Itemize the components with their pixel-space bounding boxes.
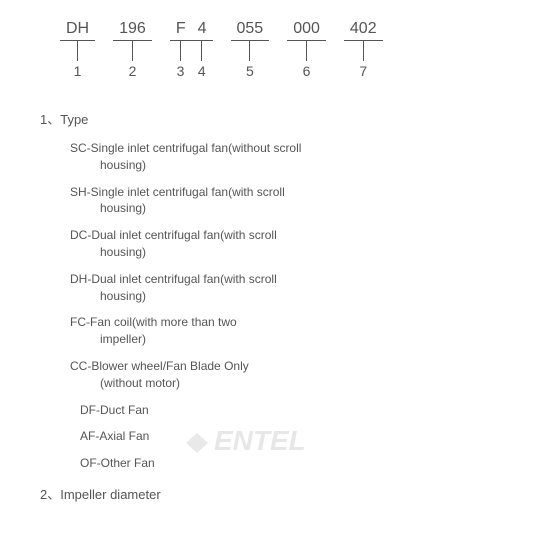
- ref-number: 1: [74, 63, 82, 79]
- code-text: 4: [192, 20, 213, 40]
- definition-item: DF-Duct Fan: [80, 402, 511, 419]
- code-segment-6: 000 6: [287, 20, 326, 79]
- def-line1: AF-Axial Fan: [80, 428, 511, 445]
- connector-line: [363, 41, 364, 61]
- definition-item: AF-Axial Fan: [80, 428, 511, 445]
- code-text: F: [170, 20, 192, 40]
- def-line2: (without motor): [100, 375, 511, 392]
- connector-line: [132, 41, 133, 61]
- def-line1: SH-Single inlet centrifugal fan(with scr…: [70, 184, 511, 201]
- code-breakdown-row: DH 1 196 2 F 4 3 4 055 5 000: [60, 20, 511, 79]
- connector-line: [77, 41, 78, 61]
- connector-line: [306, 41, 307, 61]
- def-line2: housing): [100, 200, 511, 217]
- definition-item: SC-Single inlet centrifugal fan(without …: [70, 140, 511, 174]
- definition-item: CC-Blower wheel/Fan Blade Only (without …: [70, 358, 511, 392]
- connector-line: [201, 41, 202, 61]
- ref-number: 3: [177, 63, 185, 79]
- definition-item: DC-Dual inlet centrifugal fan(with scrol…: [70, 227, 511, 261]
- def-line2: housing): [100, 244, 511, 261]
- code-text: 055: [231, 20, 270, 41]
- def-line1: DH-Dual inlet centrifugal fan(with scrol…: [70, 271, 511, 288]
- def-line1: CC-Blower wheel/Fan Blade Only: [70, 358, 511, 375]
- def-line1: SC-Single inlet centrifugal fan(without …: [70, 140, 511, 157]
- ref-number: 4: [198, 63, 206, 79]
- code-segment-7: 402 7: [344, 20, 383, 79]
- def-line2: housing): [100, 157, 511, 174]
- definition-item: SH-Single inlet centrifugal fan(with scr…: [70, 184, 511, 218]
- code-segment-3-4: F 4 3 4: [170, 20, 213, 79]
- def-line1: FC-Fan coil(with more than two: [70, 314, 511, 331]
- definition-item: OF-Other Fan: [80, 455, 511, 472]
- code-segment-2: 196 2: [113, 20, 152, 79]
- code-text: DH: [60, 20, 95, 41]
- type-definitions: SC-Single inlet centrifugal fan(without …: [70, 140, 511, 472]
- section-1-heading: 1、Type: [40, 109, 511, 128]
- code-text: 402: [344, 20, 383, 41]
- code-segment-5: 055 5: [231, 20, 270, 79]
- code-text: 000: [287, 20, 326, 41]
- ref-number: 6: [303, 63, 311, 79]
- def-line1: OF-Other Fan: [80, 455, 511, 472]
- ref-number: 7: [359, 63, 367, 79]
- ref-number: 5: [246, 63, 254, 79]
- ref-number: 2: [129, 63, 137, 79]
- code-segment-1: DH 1: [60, 20, 95, 79]
- section-2-heading: 2、Impeller diameter: [40, 484, 511, 503]
- connector-line: [180, 41, 181, 61]
- def-line2: housing): [100, 288, 511, 305]
- def-line1: DC-Dual inlet centrifugal fan(with scrol…: [70, 227, 511, 244]
- connector-line: [249, 41, 250, 61]
- code-text: 196: [113, 20, 152, 41]
- definition-item: FC-Fan coil(with more than two impeller): [70, 314, 511, 348]
- definition-item: DH-Dual inlet centrifugal fan(with scrol…: [70, 271, 511, 305]
- def-line2: impeller): [100, 331, 511, 348]
- def-line1: DF-Duct Fan: [80, 402, 511, 419]
